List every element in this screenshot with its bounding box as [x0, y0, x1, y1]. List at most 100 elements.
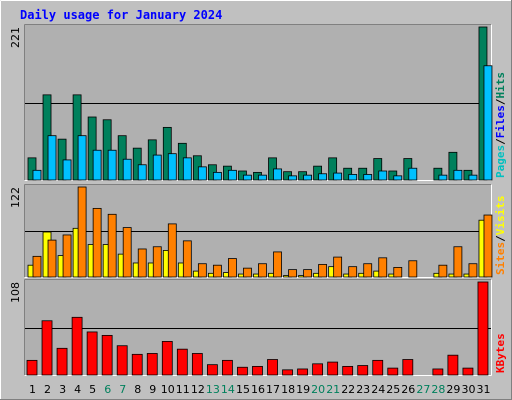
x-tick-label: 11 [176, 383, 190, 396]
bar-sites-11 [182, 240, 192, 278]
bar-kbytes-16 [252, 365, 263, 376]
x-tick-label: 3 [59, 383, 66, 396]
bar-sites-16 [258, 263, 267, 278]
bar-sites-2 [47, 239, 57, 278]
bar-kbytes-20 [312, 363, 324, 376]
bar-kbytes-9 [146, 353, 158, 376]
bar-files-15 [243, 174, 252, 181]
bar-files-11 [182, 157, 192, 181]
bar-kbytes-26 [402, 359, 414, 376]
y-max-label: 108 [9, 282, 22, 303]
chart-panels: 221Pages/Files/Hits122Sites/Visits108KBy… [9, 24, 507, 376]
x-tick-label: 1 [29, 383, 36, 396]
bar-sites-31 [483, 214, 493, 278]
x-tick-label: 24 [371, 383, 385, 396]
bar-kbytes-25 [387, 367, 399, 376]
bar-files-21 [333, 172, 343, 181]
bar-files-13 [212, 171, 222, 181]
bar-kbytes-13 [206, 364, 218, 376]
bar-kbytes-12 [191, 353, 203, 376]
bar-sites-23 [363, 263, 373, 278]
bar-sites-13 [212, 264, 222, 278]
x-tick-label: 4 [74, 383, 81, 396]
bar-kbytes-14 [222, 359, 233, 376]
bar-kbytes-5 [86, 331, 98, 376]
bar-files-28 [438, 174, 448, 181]
bar-sites-30 [468, 263, 478, 278]
bar-kbytes-1 [26, 359, 38, 376]
bar-files-8 [137, 164, 147, 181]
x-tick-label: 21 [326, 383, 340, 396]
chart-title: Daily usage for January 2024 [20, 8, 222, 22]
bar-files-17 [273, 168, 282, 181]
x-tick-label: 8 [134, 383, 141, 396]
bar-files-20 [318, 173, 328, 181]
bar-kbytes-30 [462, 367, 474, 376]
bar-files-25 [393, 175, 403, 181]
bar-hits-20 [313, 165, 323, 181]
x-tick-label: 10 [161, 383, 175, 396]
bar-kbytes-3 [56, 347, 68, 376]
bar-sites-6 [107, 213, 117, 278]
bar-files-26 [408, 167, 418, 181]
bar-sites-19 [303, 269, 312, 278]
bar-files-5 [92, 149, 102, 181]
bar-files-7 [122, 158, 132, 181]
bar-sites-9 [152, 246, 162, 278]
bar-kbytes-18 [282, 369, 293, 376]
bar-sites-18 [288, 269, 297, 278]
x-tick-label: 23 [356, 383, 370, 396]
bar-sites-15 [243, 267, 252, 278]
series-axis-label-part: / [494, 98, 507, 105]
bar-kbytes-4 [71, 316, 83, 376]
y-max-label: 221 [9, 27, 22, 48]
x-tick-label: 9 [149, 383, 156, 396]
bar-hits-28 [433, 167, 443, 181]
bar-sites-14 [228, 258, 237, 278]
bar-hits-21 [328, 157, 338, 181]
bar-sites-10 [167, 223, 177, 278]
bar-kbytes-31 [477, 281, 489, 376]
bar-files-4 [77, 135, 87, 181]
bar-sites-24 [378, 257, 388, 278]
series-axis-label-part: KBytes [494, 333, 507, 373]
bar-files-2 [47, 135, 57, 181]
bar-kbytes-15 [237, 366, 248, 376]
bar-files-18 [288, 175, 297, 181]
series-axis-label: KBytes [494, 333, 507, 373]
series-axis-label-part: / [494, 138, 507, 145]
panel-hits-files-pages: 221 Pages/Files/Hits [9, 24, 507, 181]
bar-hits-8 [132, 147, 142, 181]
series-axis-label-part: Hits [494, 72, 507, 99]
x-tick-label: 6 [104, 383, 111, 396]
bar-kbytes-2 [41, 320, 53, 376]
x-tick-label: 5 [89, 383, 96, 396]
x-tick-label: 25 [386, 383, 400, 396]
bar-files-6 [107, 149, 117, 181]
x-tick-label: 15 [236, 383, 250, 396]
bar-kbytes-22 [342, 365, 354, 376]
bar-files-1 [32, 169, 42, 181]
bar-files-3 [62, 159, 72, 181]
bar-files-31 [483, 65, 493, 181]
bar-kbytes-11 [176, 348, 188, 376]
x-tick-label: 14 [221, 383, 235, 396]
x-tick-label: 28 [431, 383, 445, 396]
bar-sites-3 [62, 234, 72, 278]
bar-files-19 [303, 174, 312, 181]
bar-files-9 [152, 154, 162, 181]
series-axis-label-part: Visits [494, 196, 507, 236]
series-axis-label-part: / [494, 235, 507, 242]
bar-kbytes-21 [327, 361, 339, 376]
bar-sites-26 [408, 260, 418, 278]
x-tick-label: 29 [446, 383, 460, 396]
bar-sites-21 [333, 256, 343, 278]
x-tick-label: 20 [311, 383, 325, 396]
bar-sites-25 [393, 267, 403, 278]
bar-sites-29 [453, 246, 463, 278]
x-axis: 1 2 3 4 5 6 7 8 9 10 11 12 13 14 15 16 17 18 19 20 21 22 23 24 2… [29, 383, 491, 396]
plot-area [25, 25, 491, 180]
bar-hits-29 [448, 151, 458, 181]
series-axis-label: Pages/Files/Hits [494, 72, 507, 178]
